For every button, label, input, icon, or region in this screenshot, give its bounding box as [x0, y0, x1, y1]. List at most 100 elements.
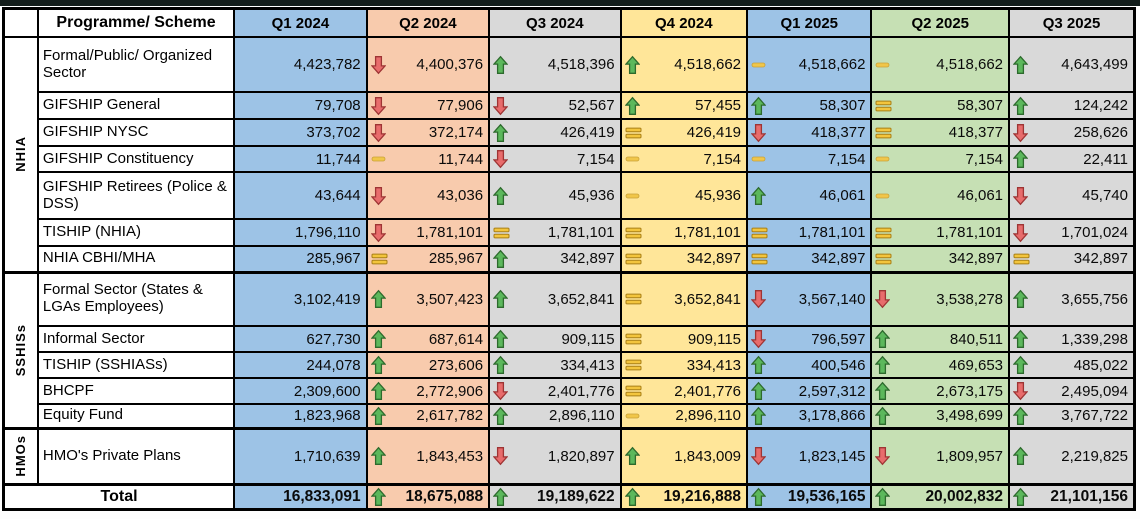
down-arrow-icon: [751, 290, 767, 309]
cell-value: 334,413: [686, 356, 742, 374]
dash-icon: [625, 411, 640, 421]
cell-value: 342,897: [1073, 250, 1128, 268]
quarter-header-q4-2024: Q4 2024: [619, 7, 749, 38]
down-arrow-icon: [370, 223, 386, 242]
cell-value: 342,897: [560, 250, 615, 268]
value-cell-q2-2024: 285,967: [365, 245, 491, 273]
cell-value: 3,538,278: [936, 290, 1004, 308]
cell-value: 2,896,110: [548, 407, 615, 425]
equals-icon: [625, 332, 642, 347]
cell-value: 426,419: [686, 124, 742, 141]
total-value-cell-q4-2024: 19,216,888: [619, 482, 749, 510]
programme-name-cell: Formal Sector (States & LGAs Employees): [36, 270, 236, 327]
cell-value: 1,781,101: [936, 224, 1004, 241]
cell-value: 244,078: [306, 356, 361, 374]
quarter-header-q2-2024: Q2 2024: [365, 7, 491, 38]
down-arrow-icon: [1013, 186, 1029, 205]
cell-value: 418,377: [948, 124, 1004, 141]
equals-icon: [625, 251, 642, 266]
cell-value: 1,781,101: [547, 224, 615, 241]
cell-value: 400,546: [811, 356, 866, 374]
equals-icon: [751, 225, 768, 240]
table-row: BHCPF 2,309,600 2,772,906 2,401,776 2,401,77…: [4, 377, 1136, 405]
group-label-nhia: NHIA: [2, 36, 39, 273]
value-cell-q3-2025: 22,411: [1008, 145, 1136, 173]
cell-value: 7,154: [577, 150, 615, 168]
equals-icon: [493, 225, 510, 240]
up-arrow-icon: [875, 381, 891, 401]
cell-value: 124,242: [1073, 97, 1128, 114]
value-cell-q1-2025: 1,781,101: [746, 218, 873, 247]
value-cell-q4-2024: 426,419: [619, 118, 749, 147]
quarter-header-q2-2025: Q2 2025: [870, 7, 1011, 38]
value-cell-q2-2025: 46,061: [870, 171, 1011, 220]
programme-name-cell: GIFSHIP General: [36, 91, 236, 120]
dash-icon: [875, 191, 890, 201]
value-cell-q4-2024: 7,154: [619, 145, 749, 173]
quarter-header-q3-2024: Q3 2024: [488, 7, 622, 38]
table-row: GIFSHIP Constituency 11,744 11,744 7,154 7,1…: [4, 145, 1136, 173]
value-cell-q1-2024: 1,823,968: [233, 403, 368, 429]
cell-value: 1,781,101: [798, 224, 866, 241]
cell-value: 627,730: [306, 330, 361, 348]
cell-value: 1,823,968: [293, 407, 361, 425]
up-arrow-icon: [370, 446, 386, 466]
up-arrow-icon: [493, 487, 509, 506]
value-cell-q1-2025: 58,307: [746, 91, 873, 120]
up-arrow-icon: [370, 381, 386, 401]
value-cell-q2-2024: 77,906: [365, 91, 491, 120]
cell-value: 334,413: [560, 356, 615, 374]
cell-value: 426,419: [560, 124, 615, 141]
up-arrow-icon: [1013, 289, 1029, 309]
value-cell-q2-2025: 1,809,957: [870, 426, 1011, 485]
value-cell-q3-2024: 334,413: [488, 351, 622, 379]
up-arrow-icon: [493, 249, 509, 268]
up-arrow-icon: [875, 487, 891, 506]
cell-value: 1,809,957: [936, 447, 1004, 465]
cell-value: 2,495,094: [1061, 382, 1128, 400]
value-cell-q1-2024: 79,708: [233, 91, 368, 120]
header-row: Programme/ Scheme Q1 2024 Q2 2024 Q3 2024 Q…: [2, 7, 1136, 38]
cell-value: 4,643,499: [1061, 56, 1128, 73]
value-cell-q2-2024: 372,174: [365, 118, 491, 147]
corner-cell: [2, 7, 39, 38]
cell-value: 2,617,782: [416, 407, 484, 425]
total-cell-value: 16,833,091: [283, 487, 361, 505]
cell-value: 687,614: [428, 330, 484, 348]
value-cell-q1-2024: 1,796,110: [233, 218, 368, 247]
value-cell-q3-2024: 3,652,841: [488, 270, 622, 327]
total-value-cell-q2-2024: 18,675,088: [365, 482, 491, 510]
down-arrow-icon: [751, 330, 767, 349]
value-cell-q4-2024: 4,518,662: [619, 36, 749, 93]
value-cell-q3-2024: 1,781,101: [488, 218, 622, 247]
down-arrow-icon: [875, 290, 891, 309]
dash-icon: [751, 154, 766, 164]
total-value-cell-q1-2025: 19,536,165: [746, 482, 873, 510]
cell-value: 909,115: [561, 330, 615, 348]
value-cell-q2-2025: 58,307: [870, 91, 1011, 120]
cell-value: 43,644: [314, 187, 361, 204]
up-arrow-icon: [875, 329, 891, 349]
value-cell-q4-2024: 1,781,101: [619, 218, 749, 247]
cell-value: 43,036: [437, 187, 484, 204]
cell-value: 57,455: [695, 97, 742, 114]
value-cell-q1-2024: 2,309,600: [233, 377, 368, 405]
table-row: TISHIP (SSHIASs) 244,078 273,606 334,413 334…: [4, 351, 1136, 379]
cell-value: 4,518,662: [798, 56, 866, 73]
value-cell-q2-2024: 3,507,423: [365, 270, 491, 327]
value-cell-q1-2025: 3,178,866: [746, 403, 873, 429]
value-cell-q1-2024: 1,710,639: [233, 426, 368, 485]
total-cell-value: 18,675,088: [405, 487, 484, 505]
dash-icon: [625, 191, 640, 201]
total-cell-value: 19,536,165: [787, 487, 866, 505]
table-row: Equity Fund 1,823,968 2,617,782 2,896,110 2,…: [4, 403, 1136, 429]
value-cell-q2-2025: 4,518,662: [870, 36, 1011, 93]
table-row: GIFSHIP General 79,708 77,906 52,567 57,455 5…: [4, 91, 1136, 120]
value-cell-q2-2024: 1,781,101: [365, 218, 491, 247]
value-cell-q2-2025: 3,498,699: [870, 403, 1011, 429]
cell-value: 909,115: [687, 330, 742, 348]
value-cell-q1-2024: 11,744: [233, 145, 368, 173]
up-arrow-icon: [624, 96, 640, 115]
value-cell-q4-2024: 2,896,110: [619, 403, 749, 429]
up-arrow-icon: [493, 406, 509, 425]
